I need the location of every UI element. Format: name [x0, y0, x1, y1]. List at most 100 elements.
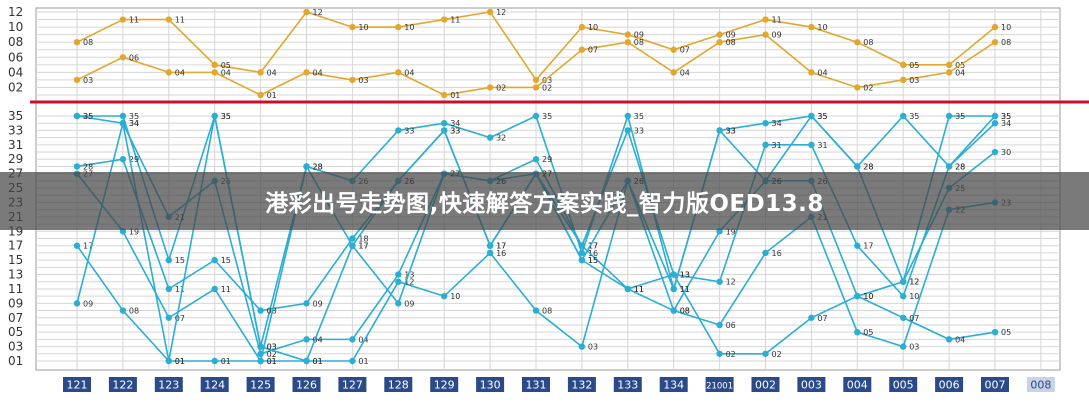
- upper-point: [762, 31, 769, 38]
- lower-point-label: 04: [955, 335, 965, 344]
- lower-point-label: 12: [909, 278, 919, 287]
- upper-point: [716, 38, 723, 46]
- lower-point: [73, 112, 81, 120]
- lower-point-label: 07: [817, 314, 827, 323]
- upper-point-label: 03: [83, 76, 93, 85]
- lower-point-label: 28: [955, 162, 965, 171]
- x-tick-label: 127: [342, 379, 363, 392]
- lower-point-label: 09: [404, 299, 414, 308]
- lower-point-label: 33: [726, 126, 736, 135]
- upper-point: [441, 16, 448, 23]
- lower-point-label: 35: [817, 112, 827, 121]
- lower-point: [991, 328, 999, 336]
- upper-point-label: 10: [1001, 23, 1011, 32]
- upper-point-label: 09: [772, 31, 782, 40]
- lower-point: [900, 314, 907, 321]
- x-tick-label: 008: [1030, 379, 1051, 392]
- lower-point-label: 17: [588, 242, 598, 251]
- lower-point-label: 35: [83, 112, 93, 121]
- x-tick-label: 004: [847, 379, 868, 392]
- category-box: [981, 377, 1009, 392]
- x-tick-label: 128: [388, 379, 409, 392]
- x-tick-label: 126: [296, 379, 317, 392]
- lower-point-label: 06: [726, 321, 736, 330]
- lower-point: [532, 112, 540, 120]
- upper-point-label: 11: [772, 16, 782, 25]
- upper-point-label: 04: [221, 68, 231, 77]
- upper-point-label: 01: [450, 91, 460, 100]
- upper-point-label: 07: [588, 46, 598, 55]
- lower-point: [441, 120, 448, 127]
- upper-point-label: 04: [817, 68, 827, 77]
- category-box: [338, 377, 367, 392]
- category-box: [246, 377, 275, 392]
- lower-point-label: 35: [909, 112, 919, 121]
- lower-point: [808, 112, 815, 120]
- lower-point-label: 01: [358, 357, 368, 366]
- lower-point: [808, 141, 815, 149]
- x-tick-label: 123: [158, 379, 179, 392]
- lower-y-tick: 15: [8, 253, 23, 267]
- upper-y-tick: 06: [8, 50, 23, 64]
- lower-point-label: 01: [267, 357, 277, 366]
- category-box: [200, 377, 229, 392]
- lower-point: [945, 112, 953, 120]
- lower-point: [486, 134, 494, 141]
- lower-point-label: 31: [817, 141, 827, 150]
- x-tick-label: 005: [893, 379, 914, 392]
- category-box: [154, 377, 183, 392]
- category-box: [751, 377, 780, 392]
- lower-point-label: 18: [358, 235, 368, 244]
- lower-point-label: 05: [1001, 328, 1011, 337]
- lower-point-label: 16: [588, 249, 598, 258]
- lower-point-label: 28: [313, 162, 323, 171]
- upper-point: [991, 38, 999, 46]
- lower-point: [670, 271, 677, 278]
- upper-point: [854, 38, 861, 46]
- x-tick-label: 133: [617, 379, 638, 392]
- lower-point-label: 01: [221, 357, 231, 366]
- lower-point-label: 01: [175, 357, 185, 366]
- overlay-title: 港彩出号走势图,快速解答方案实践_智力版OED13.8: [265, 191, 824, 217]
- upper-point: [303, 69, 310, 76]
- lower-point: [73, 300, 81, 307]
- lower-point: [211, 256, 218, 264]
- category-box: [384, 377, 413, 392]
- upper-point-label: 12: [496, 8, 506, 17]
- lower-point-label: 33: [404, 126, 414, 135]
- lower-point-label: 11: [634, 285, 644, 294]
- x-tick-label: 132: [571, 379, 592, 392]
- upper-point: [165, 69, 172, 76]
- lower-point-label: 17: [863, 242, 873, 251]
- lower-point: [349, 242, 356, 249]
- upper-point-label: 04: [313, 68, 323, 77]
- lower-point-label: 30: [1001, 148, 1011, 157]
- upper-point: [349, 23, 356, 31]
- lower-y-tick: 09: [8, 296, 23, 310]
- lower-point: [808, 314, 815, 321]
- upper-point-label: 10: [404, 23, 414, 32]
- lower-point-label: 29: [129, 155, 139, 164]
- upper-point: [532, 76, 540, 84]
- lower-point-label: 11: [175, 285, 185, 294]
- lower-point-label: 11: [221, 285, 231, 294]
- upper-point-label: 04: [955, 68, 965, 77]
- lower-point: [303, 300, 310, 307]
- category-box: [659, 377, 688, 392]
- lower-point-label: 01: [267, 357, 277, 366]
- lower-point-label: 08: [680, 307, 690, 316]
- category-box: [843, 377, 872, 392]
- lower-point-label: 35: [955, 112, 965, 121]
- upper-point-label: 10: [588, 23, 598, 32]
- upper-point: [395, 23, 402, 31]
- lower-point-label: 05: [863, 328, 873, 337]
- lower-point-label: 07: [175, 314, 185, 323]
- lower-point: [532, 156, 540, 163]
- category-box: [108, 377, 137, 392]
- lower-point-label: 08: [680, 307, 690, 316]
- x-tick-label: 130: [480, 379, 501, 392]
- lower-point: [716, 321, 723, 329]
- lower-point-label: 28: [313, 162, 323, 171]
- upper-point: [578, 46, 586, 53]
